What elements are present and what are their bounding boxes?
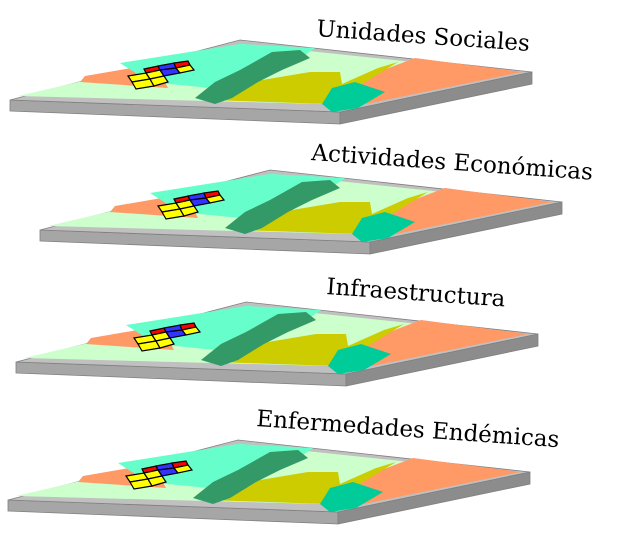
layer-title-4: Enfermedades Endémicas [256, 406, 561, 453]
layer-title-1: Unidades Sociales [316, 16, 531, 57]
map-layer-icon [39, 169, 563, 255]
layer-unidades-sociales: Unidades Sociales [9, 16, 533, 125]
map-layer-icon [15, 301, 539, 387]
layer-infraestructura: Infraestructura [15, 274, 539, 387]
layer-title-3: Infraestructura [326, 274, 507, 312]
layer-enfermedades-endemicas: Enfermedades Endémicas [7, 406, 561, 525]
map-layer-icon [9, 39, 533, 125]
layer-actividades-economicas: Actividades Económicas [39, 140, 594, 255]
map-layer-icon [7, 439, 531, 525]
